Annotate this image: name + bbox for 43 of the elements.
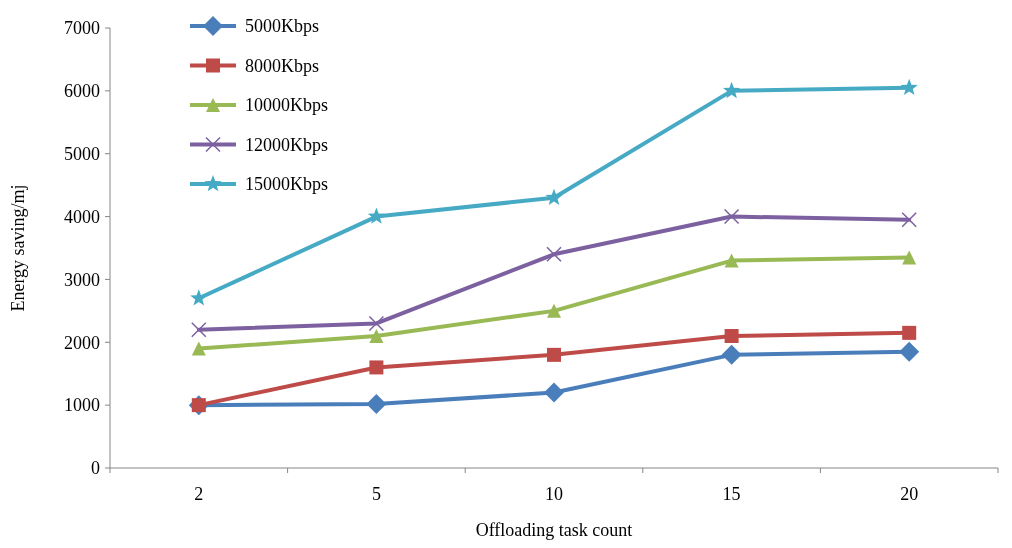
y-tick-label: 0 <box>91 458 100 479</box>
point <box>900 78 918 95</box>
y-axis-title: Energy saving/mj <box>8 184 28 312</box>
x-tick-label: 15 <box>722 484 741 504</box>
point <box>545 188 563 205</box>
point <box>190 289 208 306</box>
x-tick-label: 5 <box>371 484 381 504</box>
point <box>367 207 385 224</box>
point <box>724 329 739 343</box>
y-tick-label: 2000 <box>64 332 100 353</box>
x-tick-label: 20 <box>900 484 919 504</box>
point <box>899 341 920 362</box>
x-tick-label: 2 <box>194 484 204 504</box>
legend-label: 15000Kbps <box>245 174 329 195</box>
point <box>901 211 917 228</box>
x-axis-title: Offloading task count <box>475 520 633 540</box>
legend-label: 8000Kbps <box>245 55 320 76</box>
point <box>723 208 740 225</box>
point <box>368 315 385 332</box>
point <box>902 325 917 340</box>
point <box>547 303 561 318</box>
legend-label: 5000Kbps <box>245 16 320 37</box>
point <box>902 250 917 265</box>
x-tick-label: 10 <box>545 484 563 504</box>
y-tick-label: 3000 <box>64 269 100 290</box>
point <box>724 253 739 268</box>
point <box>723 81 741 99</box>
point <box>366 393 387 414</box>
point <box>369 329 384 343</box>
point <box>547 347 561 362</box>
point <box>369 360 384 375</box>
point <box>546 246 562 263</box>
point <box>721 344 742 365</box>
point <box>191 321 207 338</box>
y-tick-label: 5000 <box>64 144 100 165</box>
y-tick-label: 7000 <box>64 18 100 39</box>
point <box>191 341 206 356</box>
y-tick-label: 4000 <box>64 206 100 227</box>
legend-label: 12000Kbps <box>245 134 329 155</box>
legend-label: 10000Kbps <box>245 95 329 116</box>
y-tick-label: 6000 <box>64 81 100 102</box>
y-tick-label: 1000 <box>64 395 100 416</box>
point <box>544 382 564 403</box>
